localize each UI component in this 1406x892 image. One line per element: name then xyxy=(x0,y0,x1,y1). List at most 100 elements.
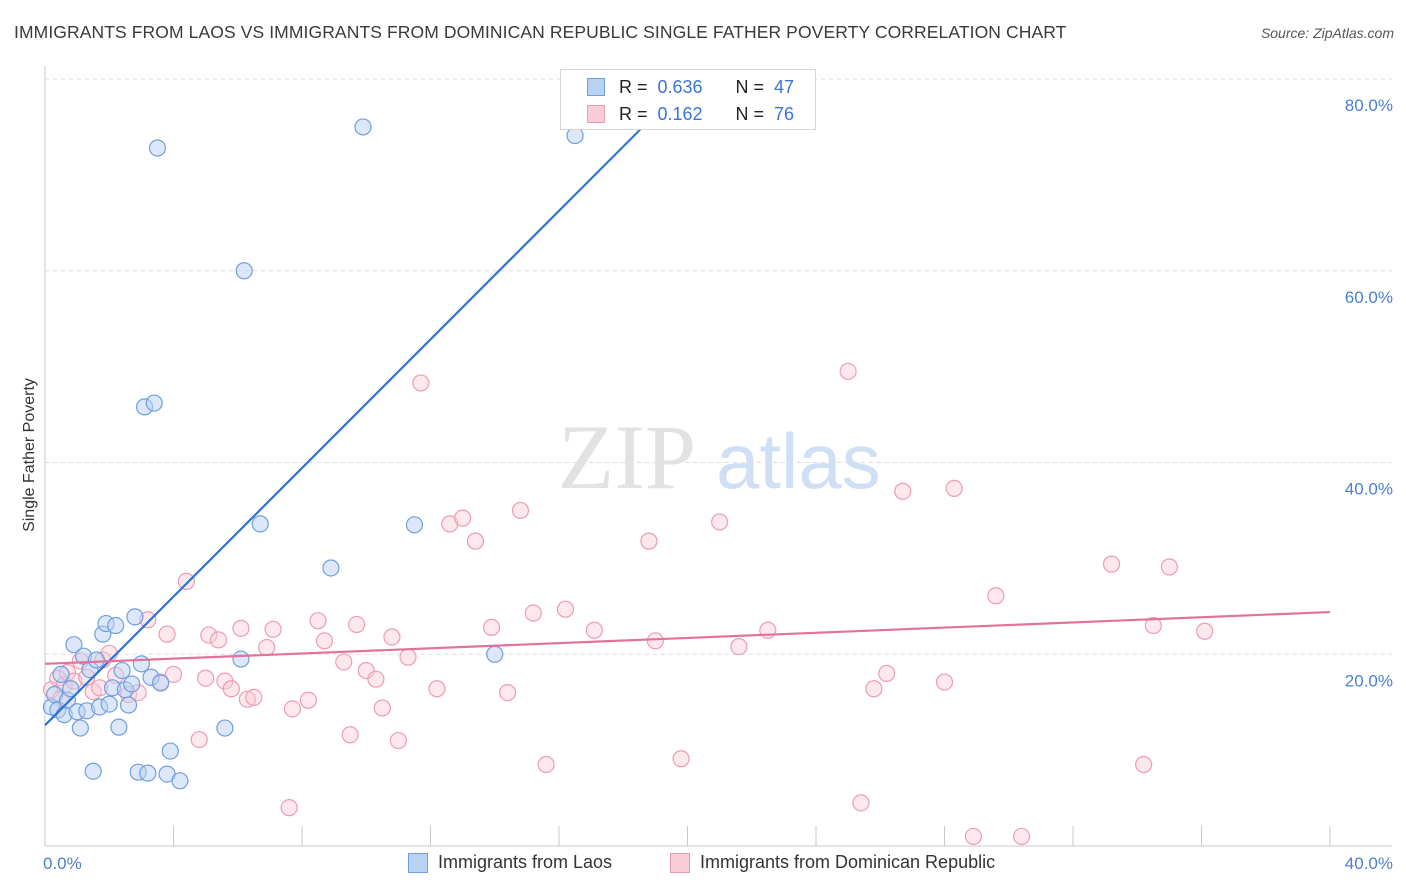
dominican-point xyxy=(482,618,501,637)
laos-point xyxy=(232,650,250,668)
y-tick-label: 20.0% xyxy=(1345,671,1393,690)
dominican-point xyxy=(258,638,276,657)
laos-point xyxy=(161,742,179,760)
legend-r-label: R = xyxy=(619,76,648,97)
dominican-point xyxy=(238,690,256,708)
dominican-point xyxy=(373,699,391,717)
legend-n-label: N = xyxy=(735,76,765,97)
x-tick-label-min: 0.0% xyxy=(43,854,82,873)
dominican-point xyxy=(935,673,954,691)
dominican-point xyxy=(556,600,575,618)
dominican-point xyxy=(640,532,658,550)
dominican-point xyxy=(711,513,729,531)
watermark-zip: ZIP xyxy=(558,406,696,508)
laos-point xyxy=(354,118,372,136)
laos-legend-swatch-icon xyxy=(408,852,428,873)
dominican-point xyxy=(357,661,375,680)
dominican-point xyxy=(730,637,748,656)
laos-point xyxy=(87,651,106,669)
y-tick-label: 80.0% xyxy=(1345,96,1393,115)
legend-r-value: 0.636 xyxy=(657,76,703,97)
y-axis-tick-labels: 20.0% 40.0% 60.0% 80.0% xyxy=(1345,96,1393,690)
laos-point xyxy=(251,515,269,533)
dominican-point xyxy=(524,604,542,622)
laos-point xyxy=(148,139,167,157)
laos-point xyxy=(84,762,102,780)
legend-r-value: 0.162 xyxy=(657,103,703,124)
dominican-point xyxy=(585,621,603,639)
bottom-legend-laos: Immigrants from Laos xyxy=(408,852,612,873)
legend-row-dominican: R = 0.162 N = 76 xyxy=(587,103,794,125)
axes xyxy=(44,66,1392,847)
laos-point xyxy=(235,262,253,280)
dominican-point xyxy=(1102,555,1121,573)
dominican-point xyxy=(389,731,407,750)
dominican-point xyxy=(454,509,472,527)
dominican-legend-swatch-icon xyxy=(670,852,690,873)
dominican-point xyxy=(164,665,183,683)
dominican-point xyxy=(177,572,195,590)
correlation-legend: R = 0.636 N = 47 R = 0.162 N = 76 xyxy=(560,69,816,130)
x-tick-label-max: 40.0% xyxy=(1345,854,1393,873)
dominican-point xyxy=(341,726,359,744)
laos-point xyxy=(126,608,144,626)
laos-point xyxy=(152,674,170,692)
laos-point xyxy=(65,636,83,654)
dominican-point xyxy=(945,479,963,497)
dominican-point xyxy=(1135,755,1153,774)
watermark: ZIP atlas xyxy=(558,406,881,508)
laos-point xyxy=(171,772,189,790)
dominican-point xyxy=(878,664,896,683)
laos-point xyxy=(52,665,70,683)
dominican-point xyxy=(412,374,430,392)
dominican-point xyxy=(1160,558,1178,576)
dominican-trend-line xyxy=(44,610,1331,665)
dominican-point xyxy=(1196,622,1214,640)
gridlines xyxy=(45,78,1392,655)
laos-point xyxy=(322,559,340,577)
dominican-point xyxy=(511,501,530,520)
trend-lines xyxy=(44,78,1331,726)
laos-point xyxy=(119,696,138,714)
dominican-point xyxy=(499,683,517,702)
dominican-point xyxy=(264,620,282,638)
dominican-point xyxy=(299,691,318,709)
laos-point xyxy=(405,516,424,534)
bottom-legend-dominican: Immigrants from Dominican Republic xyxy=(670,852,995,873)
laos-point xyxy=(145,394,163,412)
laos-point xyxy=(132,655,150,673)
laos-point xyxy=(123,675,141,693)
dominican-point xyxy=(190,730,208,749)
dominican-point xyxy=(672,750,690,768)
dominican-point xyxy=(964,827,983,846)
laos-point xyxy=(110,718,128,736)
chart-title: IMMIGRANTS FROM LAOS VS IMMIGRANTS FROM … xyxy=(14,22,1067,42)
dominican-point xyxy=(367,670,385,688)
dominican-point xyxy=(158,625,176,643)
laos-point xyxy=(62,680,80,698)
laos-point xyxy=(100,695,118,713)
dominican-point xyxy=(383,628,401,646)
laos-trend-line xyxy=(44,78,692,726)
dominican-point xyxy=(428,680,446,698)
dominican-point xyxy=(894,482,912,500)
dominican-point xyxy=(280,799,298,817)
laos-swatch-icon xyxy=(587,78,605,96)
dominican-point xyxy=(197,669,215,687)
dominican-point xyxy=(209,631,228,649)
dominican-point xyxy=(466,532,485,550)
source-credit: Source: ZipAtlas.com xyxy=(1260,25,1394,41)
y-tick-label: 60.0% xyxy=(1345,288,1393,307)
dominican-point xyxy=(1012,827,1031,846)
laos-point xyxy=(107,616,125,635)
dominican-point xyxy=(222,680,240,698)
laos-legend-label: Immigrants from Laos xyxy=(438,852,613,872)
y-axis-title: Single Father Poverty xyxy=(21,378,38,532)
dominican-point xyxy=(283,700,301,718)
legend-row-laos: R = 0.636 N = 47 xyxy=(587,76,794,98)
laos-point xyxy=(139,764,157,782)
dominican-legend-label: Immigrants from Dominican Republic xyxy=(700,852,996,872)
dominican-point xyxy=(335,653,353,671)
dominican-point xyxy=(245,688,263,706)
dominican-point xyxy=(1144,616,1162,635)
